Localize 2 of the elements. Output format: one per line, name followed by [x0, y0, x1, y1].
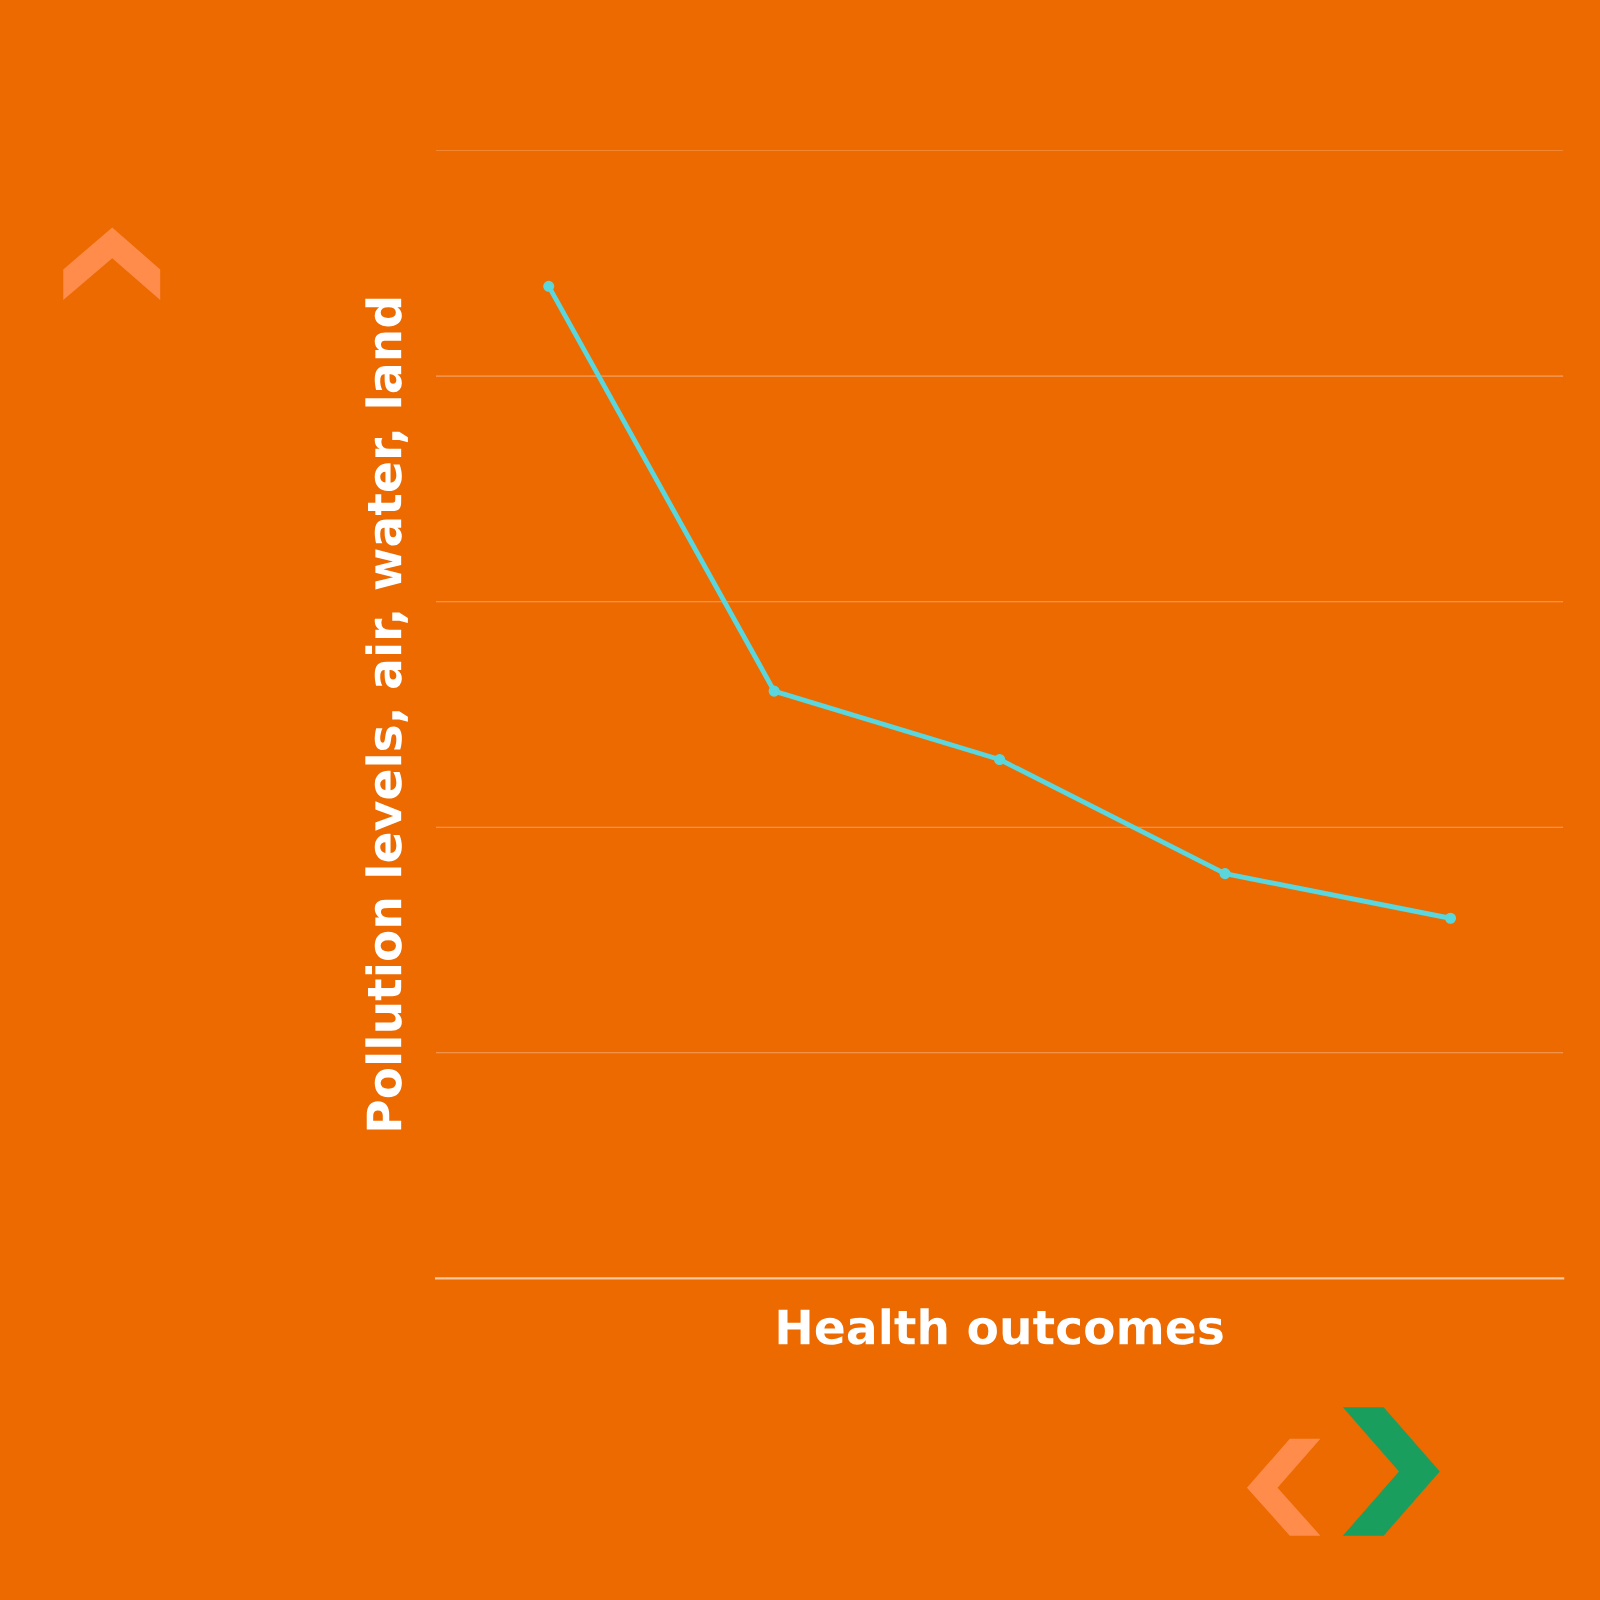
y-axis-title: Pollution levels, air, water, land [365, 298, 408, 1130]
x-axis-title: Health outcomes [778, 1308, 1223, 1345]
